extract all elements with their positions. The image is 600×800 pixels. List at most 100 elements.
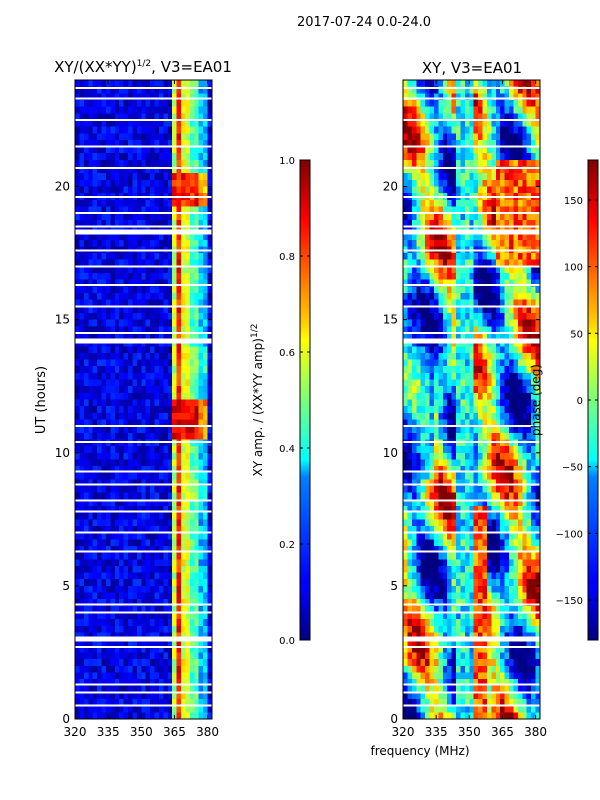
heat-cell xyxy=(92,639,98,647)
heat-cell xyxy=(194,312,200,321)
heat-cell xyxy=(189,299,195,307)
heat-cell xyxy=(425,426,430,434)
heat-cell xyxy=(88,659,94,667)
heat-cell xyxy=(526,446,532,454)
heat-cell xyxy=(504,119,510,127)
heat-cell xyxy=(203,479,208,487)
heat-cell xyxy=(194,506,200,514)
heat-cell xyxy=(181,565,186,573)
heat-cell xyxy=(486,173,492,181)
heat-cell xyxy=(203,206,208,214)
heat-cell xyxy=(504,346,510,354)
heat-cell xyxy=(456,479,461,487)
heat-cell xyxy=(460,233,466,241)
heat-cell xyxy=(473,399,479,407)
heat-cell xyxy=(75,426,80,434)
heat-cell xyxy=(526,359,532,367)
heat-cell xyxy=(79,312,85,321)
heat-cell xyxy=(456,253,461,261)
heat-cell xyxy=(167,299,173,307)
heat-cell xyxy=(176,685,182,693)
heat-cell xyxy=(491,113,497,121)
heat-cell xyxy=(92,525,98,534)
heat-cell xyxy=(433,352,439,360)
heat-cell xyxy=(79,432,85,440)
heat-cell xyxy=(141,359,147,367)
heat-cell xyxy=(88,565,94,573)
heat-cell xyxy=(433,86,439,94)
heat-cell xyxy=(425,446,430,454)
heat-cell xyxy=(207,712,213,720)
heat-cell xyxy=(114,512,120,520)
heat-cell xyxy=(482,459,488,467)
heat-cell xyxy=(429,219,435,227)
heat-cell xyxy=(83,133,89,141)
heat-cell xyxy=(128,486,133,494)
heat-cell xyxy=(119,173,125,181)
heat-cell xyxy=(101,186,107,194)
heat-cell xyxy=(482,406,488,414)
heat-cell xyxy=(504,233,510,241)
heat-cell xyxy=(438,299,444,307)
heat-cell xyxy=(504,86,510,94)
heat-cell xyxy=(207,266,213,274)
heat-cell xyxy=(176,372,182,380)
heat-cell xyxy=(403,472,408,480)
heat-cell xyxy=(460,419,466,427)
heat-cell xyxy=(105,126,111,134)
heat-cell xyxy=(522,206,528,214)
heat-cell xyxy=(420,466,426,474)
heat-cell xyxy=(433,266,439,274)
heat-cell xyxy=(531,479,536,487)
heat-cell xyxy=(429,352,435,360)
heat-cell xyxy=(154,552,160,560)
heat-cell xyxy=(203,266,208,274)
heat-cell xyxy=(416,213,422,221)
heat-cell xyxy=(110,206,116,214)
heat-cell xyxy=(119,612,125,620)
heat-cell xyxy=(464,119,470,127)
heat-cell xyxy=(136,506,142,514)
heat-cell xyxy=(531,106,536,114)
heat-cell xyxy=(97,605,102,613)
heat-cell xyxy=(97,506,102,514)
heat-cell xyxy=(79,665,85,673)
heat-cell xyxy=(136,432,142,440)
heat-cell xyxy=(189,545,195,553)
heat-cell xyxy=(429,386,435,394)
heat-cell xyxy=(132,279,138,287)
heat-cell xyxy=(464,93,470,101)
heat-cell xyxy=(433,186,439,194)
flagged-row xyxy=(75,249,212,252)
heat-cell xyxy=(83,499,89,507)
heat-cell xyxy=(128,359,133,367)
heat-cell xyxy=(167,685,173,693)
heat-cell xyxy=(163,412,169,420)
heat-cell xyxy=(163,346,169,354)
heat-cell xyxy=(101,359,107,367)
heat-cell xyxy=(110,512,116,520)
heat-cell xyxy=(88,559,94,567)
heat-cell xyxy=(158,632,164,640)
heat-cell xyxy=(403,293,408,301)
heat-cell xyxy=(500,326,506,334)
heat-cell xyxy=(522,166,528,174)
heat-cell xyxy=(172,279,178,287)
heat-cell xyxy=(92,486,98,494)
heat-cell xyxy=(433,419,439,427)
heat-cell xyxy=(150,412,155,420)
heat-cell xyxy=(189,672,195,680)
heat-cell xyxy=(526,80,532,88)
heat-cell xyxy=(486,312,492,321)
heat-cell xyxy=(411,259,417,267)
heat-cell xyxy=(517,446,523,454)
heat-cell xyxy=(500,186,506,194)
heat-cell xyxy=(429,119,435,127)
heat-cell xyxy=(79,319,85,327)
heat-cell xyxy=(495,472,501,480)
heat-cell xyxy=(132,166,138,174)
heat-cell xyxy=(167,679,173,687)
heat-cell xyxy=(198,519,204,527)
heat-cell xyxy=(403,492,408,500)
heat-cell xyxy=(105,319,111,327)
